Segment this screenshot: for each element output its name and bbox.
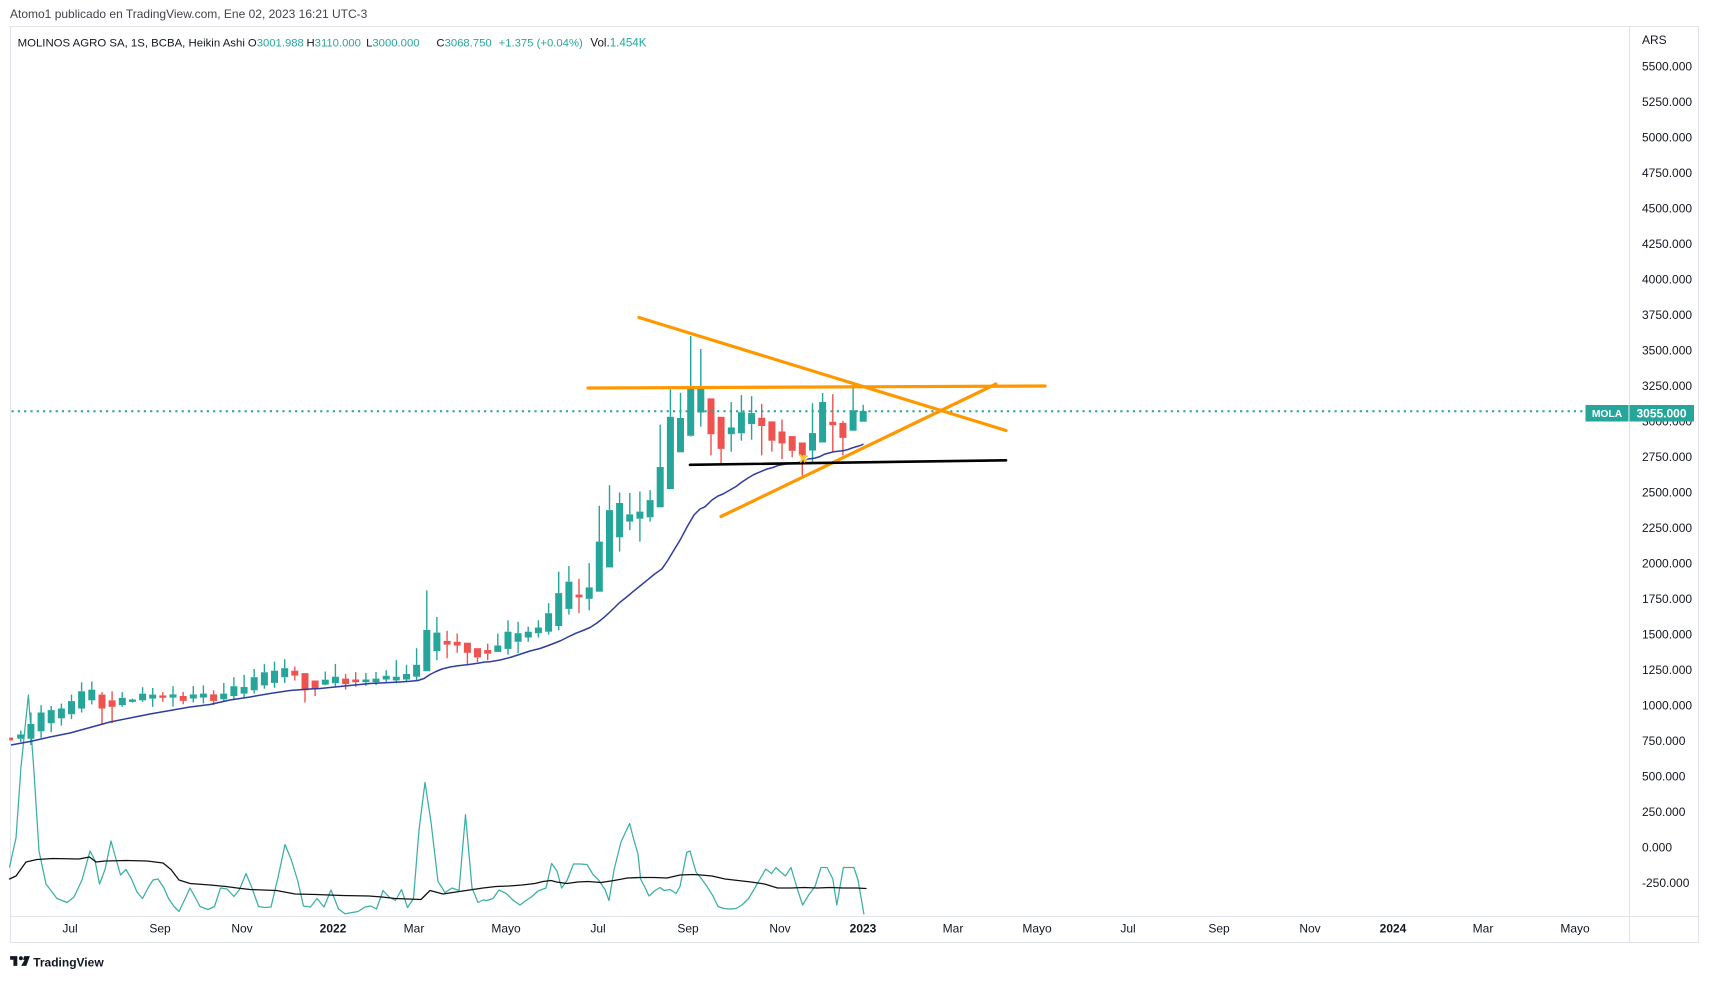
svg-text:2000.000: 2000.000 [1642,556,1692,570]
svg-text:2024: 2024 [1380,922,1407,936]
svg-text:500.000: 500.000 [1642,769,1686,783]
svg-text:Nov: Nov [231,922,252,936]
svg-text:1000.000: 1000.000 [1642,698,1692,712]
svg-text:2250.000: 2250.000 [1642,521,1692,535]
svg-text:Vol.1.454K: Vol.1.454K [590,37,646,50]
svg-text:Nov: Nov [769,922,790,936]
svg-text:H3110.000: H3110.000 [307,38,361,50]
svg-text:0.000: 0.000 [1642,840,1672,854]
svg-text:+1.375 (+0.04%): +1.375 (+0.04%) [499,38,583,50]
svg-text:1250.000: 1250.000 [1642,663,1692,677]
svg-text:Mar: Mar [1473,922,1494,936]
svg-text:4250.000: 4250.000 [1642,237,1692,251]
svg-text:Sep: Sep [677,922,699,936]
svg-text:3055.000: 3055.000 [1636,406,1686,420]
svg-text:Jul: Jul [62,922,77,936]
svg-text:C3068.750: C3068.750 [436,38,491,50]
svg-text:5000.000: 5000.000 [1642,130,1692,144]
svg-text:Mayo: Mayo [491,922,521,936]
svg-text:4000.000: 4000.000 [1642,272,1692,286]
svg-text:Mayo: Mayo [1560,922,1590,936]
svg-text:L3000.000: L3000.000 [366,38,419,50]
svg-text:5250.000: 5250.000 [1642,95,1692,109]
svg-text:-250.000: -250.000 [1642,876,1690,890]
svg-text:Sep: Sep [149,922,171,936]
svg-text:250.000: 250.000 [1642,805,1686,819]
svg-text:2022: 2022 [320,922,347,936]
svg-text:ARS: ARS [1642,33,1667,47]
svg-text:MOLINOS AGRO SA, 1S, BCBA, Hei: MOLINOS AGRO SA, 1S, BCBA, Heikin Ashi [18,38,245,50]
svg-text:1500.000: 1500.000 [1642,627,1692,641]
svg-text:3250.000: 3250.000 [1642,379,1692,393]
svg-text:2500.000: 2500.000 [1642,485,1692,499]
svg-text:O3001.988: O3001.988 [248,38,304,50]
svg-text:750.000: 750.000 [1642,734,1686,748]
svg-text:MOLA: MOLA [1592,409,1623,420]
svg-text:Nov: Nov [1299,922,1320,936]
svg-text:Jul: Jul [1120,922,1135,936]
svg-text:Jul: Jul [590,922,605,936]
svg-text:Mar: Mar [943,922,964,936]
svg-text:4500.000: 4500.000 [1642,201,1692,215]
svg-text:Mar: Mar [404,922,425,936]
svg-text:Sep: Sep [1208,922,1230,936]
svg-text:Mayo: Mayo [1022,922,1052,936]
svg-text:2750.000: 2750.000 [1642,450,1692,464]
svg-text:TradingView: TradingView [33,955,104,969]
svg-text:3750.000: 3750.000 [1642,308,1692,322]
svg-text:2023: 2023 [850,922,877,936]
svg-text:Atomo1 publicado en TradingVie: Atomo1 publicado en TradingView.com, Ene… [10,7,368,21]
svg-text:1750.000: 1750.000 [1642,592,1692,606]
svg-text:3500.000: 3500.000 [1642,343,1692,357]
svg-text:5500.000: 5500.000 [1642,59,1692,73]
svg-text:4750.000: 4750.000 [1642,166,1692,180]
